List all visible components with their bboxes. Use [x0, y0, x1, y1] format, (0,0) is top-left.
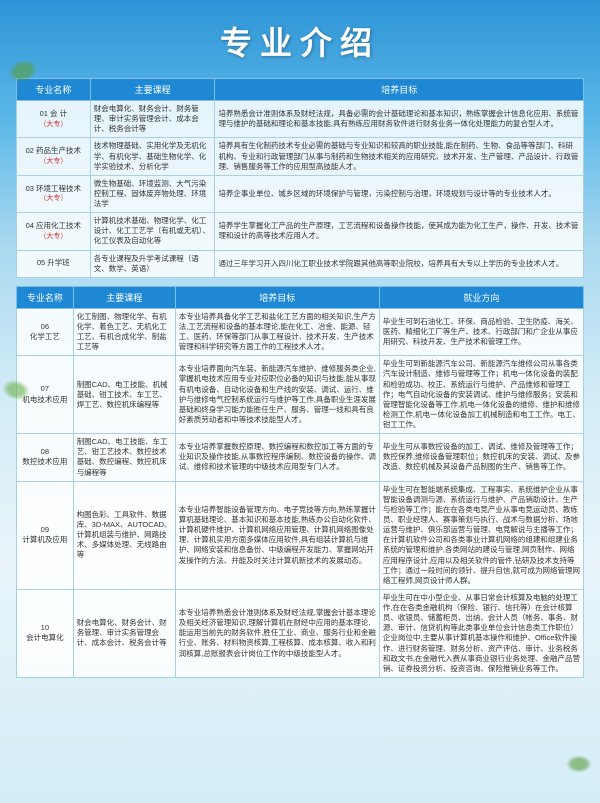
goal-cell: 培养熟悉会计准则体系及财经法规，具备必需的会计基础理论和基本知识，熟练掌握会计信… — [215, 101, 584, 138]
course-cell: 制图CAD、电工技能、机械基础、钳工技术、车工艺、焊工艺、数控机床编程等 — [73, 356, 175, 434]
table-row: 08数控技术应用制图CAD、电工技能、车工艺、钳工艺技术、数控技术基础、数控编程… — [17, 434, 584, 482]
page-title: 专业介绍 — [0, 0, 600, 78]
course-cell: 微生物基础、环境监测、大气污染控制工程、固体废弃物处理、环境法学 — [90, 175, 215, 212]
major-num: 01 会 计 — [20, 109, 87, 120]
major-name-cell: 09计算机及应用 — [17, 481, 74, 589]
major-name-cell: 04 应用化工技术（大专） — [17, 213, 91, 250]
major-name-cell: 10会计电算化 — [17, 589, 74, 677]
course-cell: 财会电算化、财务会计、财务管理、审计实务管理会计、成本会计、税务会计等 — [90, 101, 215, 138]
major-name-cell: 08数控技术应用 — [17, 434, 74, 482]
major-name-cell: 01 会 计（大专） — [17, 101, 91, 138]
degree-tag: （大专） — [20, 157, 87, 167]
major-name: 数控技术应用 — [20, 457, 70, 468]
degree-tag: （大专） — [20, 232, 87, 242]
content-area: 专业名称 主要课程 培养目标 01 会 计（大专）财会电算化、财务会计、财务管理… — [0, 78, 600, 678]
major-num: 02 药品生产技术 — [20, 146, 87, 157]
goal-cell: 本专业培养熟悉会计准则体系及财经法规,掌握会计基本理论及相关经济管理知识,理解计… — [175, 589, 379, 677]
major-name-cell: 06化学工艺 — [17, 308, 74, 356]
th-major: 专业名称 — [17, 286, 74, 308]
degree-tag: （大专） — [20, 194, 87, 204]
table-row: 05 升学班各专业课程及升学考试课程（语文、数学、英语）通过三年学习开入四川化工… — [17, 250, 584, 277]
major-name-cell: 03 环境工程技术（大专） — [17, 175, 91, 212]
course-cell: 化工制图、物理化学、有机化学、着色工艺、无机化工工艺、有机合成化学、制盐工艺等 — [73, 308, 175, 356]
th-course: 主要课程 — [90, 79, 215, 101]
table-row: 04 应用化工技术（大专）计算机技术基础、物理化学、化工设计、化工工艺学（有机或… — [17, 213, 584, 250]
major-num: 03 环境工程技术 — [20, 184, 87, 195]
job-cell: 毕业生可在中小型企业、从事日常会计核算及电脑的处理工作,在在各类金融机构（保险、… — [379, 589, 583, 677]
table-row: 09计算机及应用构图色彩、工具软件、数据库、3D-MAX、AUTOCAD、计算机… — [17, 481, 584, 589]
major-name-cell: 05 升学班 — [17, 250, 91, 277]
job-cell: 毕业生可到石油化工、环保、商品检验、卫生防疫、海关、医药、精细化工厂等生产、技术… — [379, 308, 583, 356]
goal-cell: 本专业培养面向汽车装、新能源汽车维护、维修服务类企业,掌握机电技术应用专业对应职… — [175, 356, 379, 434]
major-name: 计算机及应用 — [20, 535, 70, 546]
th-course: 主要课程 — [73, 286, 175, 308]
th-major: 专业名称 — [17, 79, 91, 101]
job-cell: 毕业生可在智能端系统集成、工程事实、系统维护企业从事智能设备调测与源、系统运行与… — [379, 481, 583, 589]
table-row: 02 药品生产技术（大专）技术物理基础、实用化学及无机化学、有机化学、基础生物化… — [17, 138, 584, 175]
majors-table-2: 专业名称 主要课程 培养目标 就业方向 06化学工艺化工制图、物理化学、有机化学… — [16, 286, 584, 678]
course-cell: 财会电算化、财务会计、财务管理、审计实务管理会计、成本会计、税务会计等 — [73, 589, 175, 677]
course-cell: 计算机技术基础、物理化学、化工设计、化工工艺学（有机或无机）、化工仪表及自动化等 — [90, 213, 215, 250]
course-cell: 技术物理基础、实用化学及无机化学、有机化学、基础生物化学、化学实验技术、分析化学 — [90, 138, 215, 175]
table-row: 03 环境工程技术（大专）微生物基础、环境监测、大气污染控制工程、固体废弃物处理… — [17, 175, 584, 212]
goal-cell: 培养学生掌握化工产品的生产原理，工艺流程和设备操作技能，使其成为能为化工生产，操… — [215, 213, 584, 250]
major-num: 08 — [20, 447, 70, 458]
degree-tag: （大专） — [20, 120, 87, 130]
goal-cell: 培养具有生化制药技术专业必需的基础与专业知识和较高的职业技能,能在制药、生物、食… — [215, 138, 584, 175]
major-name-cell: 02 药品生产技术（大专） — [17, 138, 91, 175]
course-cell: 制图CAD、电工技能、车工艺、钳工艺技术、数控技术基础、数控编程、数控机床与编程… — [73, 434, 175, 482]
th-job: 就业方向 — [379, 286, 583, 308]
goal-cell: 本专业培养智能设备管理方向、电子竞技等方向,熟练掌握计算机基础理论、基本知识和基… — [175, 481, 379, 589]
job-cell: 毕业生可到新能源汽车公司、新能源汽车维修公司从事各类汽车设计制造、维修与管理等工… — [379, 356, 583, 434]
th-goal: 培养目标 — [175, 286, 379, 308]
decorative-leaf — [566, 755, 592, 773]
course-cell: 构图色彩、工具软件、数据库、3D-MAX、AUTOCAD、计算机组装与维护、网路… — [73, 481, 175, 589]
job-cell: 毕业生可从事数控设备的加工、调试、维修及管理等工作；数控保养,维修设备管理职位；… — [379, 434, 583, 482]
th-goal: 培养目标 — [215, 79, 584, 101]
majors-table-1: 专业名称 主要课程 培养目标 01 会 计（大专）财会电算化、财务会计、财务管理… — [16, 78, 584, 278]
table-row: 01 会 计（大专）财会电算化、财务会计、财务管理、审计实务管理会计、成本会计、… — [17, 101, 584, 138]
major-num: 04 应用化工技术 — [20, 221, 87, 232]
major-name: 会计电算化 — [20, 633, 70, 644]
goal-cell: 本专业培养具备化学工艺和盐化工艺方面的相关知识,生产方法,工艺流程和设备的基本理… — [175, 308, 379, 356]
major-num: 10 — [20, 623, 70, 634]
major-num: 05 升学班 — [20, 258, 87, 269]
major-name: 化学工艺 — [20, 332, 70, 343]
table-row: 06化学工艺化工制图、物理化学、有机化学、着色工艺、无机化工工艺、有机合成化学、… — [17, 308, 584, 356]
major-num: 09 — [20, 525, 70, 536]
goal-cell: 培养企事业单位、城乡区域的环境保护与管理，污染控制与治理，环境规划与设计等的专业… — [215, 175, 584, 212]
table-row: 10会计电算化财会电算化、财务会计、财务管理、审计实务管理会计、成本会计、税务会… — [17, 589, 584, 677]
major-num: 06 — [20, 322, 70, 333]
goal-cell: 本专业培养掌握数控原理、数控编程和数控加工等方面的专业知识及操作技能,从事数控程… — [175, 434, 379, 482]
table-row: 07机电技术应用制图CAD、电工技能、机械基础、钳工技术、车工艺、焊工艺、数控机… — [17, 356, 584, 434]
goal-cell: 通过三年学习开入四川化工职业技术学院跟其他高等职业院校，培养具有大专以上学历的专… — [215, 250, 584, 277]
course-cell: 各专业课程及升学考试课程（语文、数学、英语） — [90, 250, 215, 277]
